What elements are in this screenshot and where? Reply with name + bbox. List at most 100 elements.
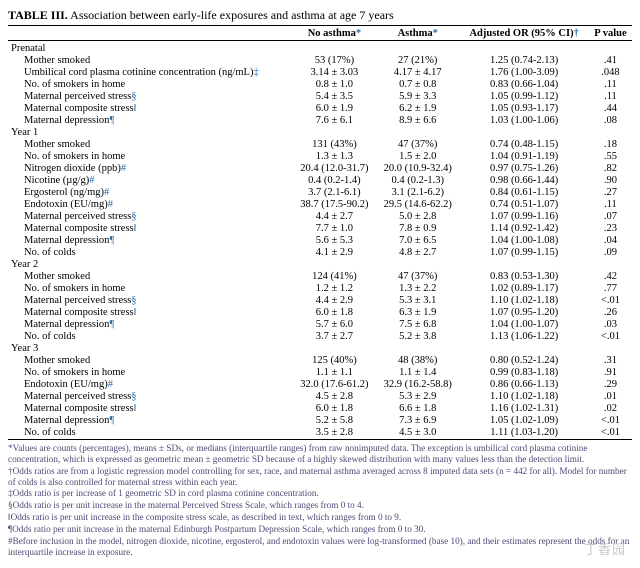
- row-label: Mother smoked: [8, 138, 293, 150]
- data-table: No asthma* Asthma* Adjusted OR (95% CI)†…: [8, 27, 632, 438]
- cell-value: 5.0 ± 2.8: [376, 210, 459, 222]
- cell-value: 47 (37%): [376, 270, 459, 282]
- table-row: Mother smoked131 (43%)47 (37%)0.74 (0.48…: [8, 138, 632, 150]
- cell-value: 1.13 (1.06-1.22): [459, 330, 589, 342]
- cell-value: 32.0 (17.6-61.2): [293, 378, 376, 390]
- row-label: Mother smoked: [8, 54, 293, 66]
- footnote-line: ¶Odds ratio per unit increase in the mat…: [8, 524, 632, 535]
- col-pvalue: P value: [589, 27, 632, 39]
- cell-pvalue: .91: [589, 366, 632, 378]
- cell-value: 5.3 ± 3.1: [376, 294, 459, 306]
- section-row: Prenatal: [8, 42, 632, 54]
- cell-value: 0.83 (0.53-1.30): [459, 270, 589, 282]
- row-label: Maternal composite stress‖: [8, 222, 293, 234]
- footnote-line: #Before inclusion in the model, nitrogen…: [8, 536, 632, 558]
- table-row: No. of smokers in home1.3 ± 1.31.5 ± 2.0…: [8, 150, 632, 162]
- table-row: Maternal depression¶5.2 ± 5.87.3 ± 6.91.…: [8, 414, 632, 426]
- cell-value: 1.04 (0.91-1.19): [459, 150, 589, 162]
- row-label: Maternal perceived stress§: [8, 294, 293, 306]
- cell-value: 5.7 ± 6.0: [293, 318, 376, 330]
- cell-value: 20.0 (10.9-32.4): [376, 162, 459, 174]
- cell-pvalue: .08: [589, 114, 632, 126]
- row-label: Maternal composite stress‖: [8, 102, 293, 114]
- cell-value: 0.84 (0.61-1.15): [459, 186, 589, 198]
- cell-value: 1.11 (1.03-1.20): [459, 426, 589, 438]
- cell-pvalue: .41: [589, 54, 632, 66]
- section-label: Year 2: [8, 258, 632, 270]
- footnote-line: *Values are counts (percentages), means …: [8, 443, 632, 465]
- cell-value: 53 (17%): [293, 54, 376, 66]
- cell-value: 6.6 ± 1.8: [376, 402, 459, 414]
- row-label: No. of smokers in home: [8, 150, 293, 162]
- table-row: No. of smokers in home1.1 ± 1.11.1 ± 1.4…: [8, 366, 632, 378]
- row-label: Maternal depression¶: [8, 114, 293, 126]
- row-label: Maternal composite stress‖: [8, 306, 293, 318]
- cell-value: 32.9 (16.2-58.8): [376, 378, 459, 390]
- cell-pvalue: .04: [589, 234, 632, 246]
- cell-pvalue: .09: [589, 246, 632, 258]
- cell-value: 6.3 ± 1.9: [376, 306, 459, 318]
- cell-pvalue: .26: [589, 306, 632, 318]
- cell-value: 0.8 ± 1.0: [293, 78, 376, 90]
- cell-value: 5.6 ± 5.3: [293, 234, 376, 246]
- cell-value: 3.7 ± 2.7: [293, 330, 376, 342]
- table-row: Maternal depression¶5.7 ± 6.07.5 ± 6.81.…: [8, 318, 632, 330]
- cell-value: 1.10 (1.02-1.18): [459, 390, 589, 402]
- cell-value: 1.05 (0.93-1.17): [459, 102, 589, 114]
- section-row: Year 1: [8, 126, 632, 138]
- cell-pvalue: .90: [589, 174, 632, 186]
- cell-pvalue: .11: [589, 90, 632, 102]
- table-row: Mother smoked53 (17%)27 (21%)1.25 (0.74-…: [8, 54, 632, 66]
- cell-pvalue: .11: [589, 198, 632, 210]
- table-row: Nicotine (µg/g)#0.4 (0.2-1.4)0.4 (0.2-1.…: [8, 174, 632, 186]
- table-row: Mother smoked125 (40%)48 (38%)0.80 (0.52…: [8, 354, 632, 366]
- row-label: Endotoxin (EU/mg)#: [8, 198, 293, 210]
- table-row: Maternal composite stress‖6.0 ± 1.96.2 ±…: [8, 102, 632, 114]
- cell-value: 7.0 ± 6.5: [376, 234, 459, 246]
- cell-pvalue: .11: [589, 78, 632, 90]
- cell-value: 3.14 ± 3.03: [293, 66, 376, 78]
- cell-pvalue: .18: [589, 138, 632, 150]
- table-row: Umbilical cord plasma cotinine concentra…: [8, 66, 632, 78]
- cell-value: 1.07 (0.99-1.15): [459, 246, 589, 258]
- table-row: Endotoxin (EU/mg)#38.7 (17.5-90.2)29.5 (…: [8, 198, 632, 210]
- table-row: Ergosterol (ng/mg)#3.7 (2.1-6.1)3.1 (2.1…: [8, 186, 632, 198]
- cell-value: 47 (37%): [376, 138, 459, 150]
- row-label: Mother smoked: [8, 270, 293, 282]
- row-label: Maternal perceived stress§: [8, 90, 293, 102]
- col-no-asthma: No asthma*: [293, 27, 376, 39]
- cell-value: 0.99 (0.83-1.18): [459, 366, 589, 378]
- cell-value: 131 (43%): [293, 138, 376, 150]
- row-label: No. of colds: [8, 330, 293, 342]
- cell-value: 6.0 ± 1.8: [293, 306, 376, 318]
- row-label: Maternal perceived stress§: [8, 210, 293, 222]
- col-asthma: Asthma*: [376, 27, 459, 39]
- cell-value: 1.07 (0.99-1.16): [459, 210, 589, 222]
- cell-value: 1.3 ± 1.3: [293, 150, 376, 162]
- row-label: No. of smokers in home: [8, 282, 293, 294]
- cell-value: 4.5 ± 3.0: [376, 426, 459, 438]
- cell-value: 1.76 (1.00-3.09): [459, 66, 589, 78]
- cell-value: 48 (38%): [376, 354, 459, 366]
- footnote-line: §Odds ratio is per unit increase in the …: [8, 500, 632, 511]
- row-label: No. of colds: [8, 246, 293, 258]
- watermark: 丁香园: [584, 539, 626, 558]
- table-row: Maternal perceived stress§5.4 ± 3.55.9 ±…: [8, 90, 632, 102]
- row-label: Ergosterol (ng/mg)#: [8, 186, 293, 198]
- cell-value: 0.98 (0.66-1.44): [459, 174, 589, 186]
- cell-value: 3.7 (2.1-6.1): [293, 186, 376, 198]
- row-label: Maternal depression¶: [8, 318, 293, 330]
- cell-value: 6.0 ± 1.8: [293, 402, 376, 414]
- cell-value: 29.5 (14.6-62.2): [376, 198, 459, 210]
- table-row: No. of smokers in home1.2 ± 1.21.3 ± 2.2…: [8, 282, 632, 294]
- cell-value: 1.05 (0.99-1.12): [459, 90, 589, 102]
- cell-pvalue: .02: [589, 402, 632, 414]
- cell-value: 3.5 ± 2.8: [293, 426, 376, 438]
- top-rule: [8, 25, 632, 26]
- cell-value: 1.25 (0.74-2.13): [459, 54, 589, 66]
- table-row: No. of smokers in home0.8 ± 1.00.7 ± 0.8…: [8, 78, 632, 90]
- cell-pvalue: <.01: [589, 414, 632, 426]
- cell-pvalue: .07: [589, 210, 632, 222]
- bottom-rule: [8, 439, 632, 440]
- cell-value: 7.3 ± 6.9: [376, 414, 459, 426]
